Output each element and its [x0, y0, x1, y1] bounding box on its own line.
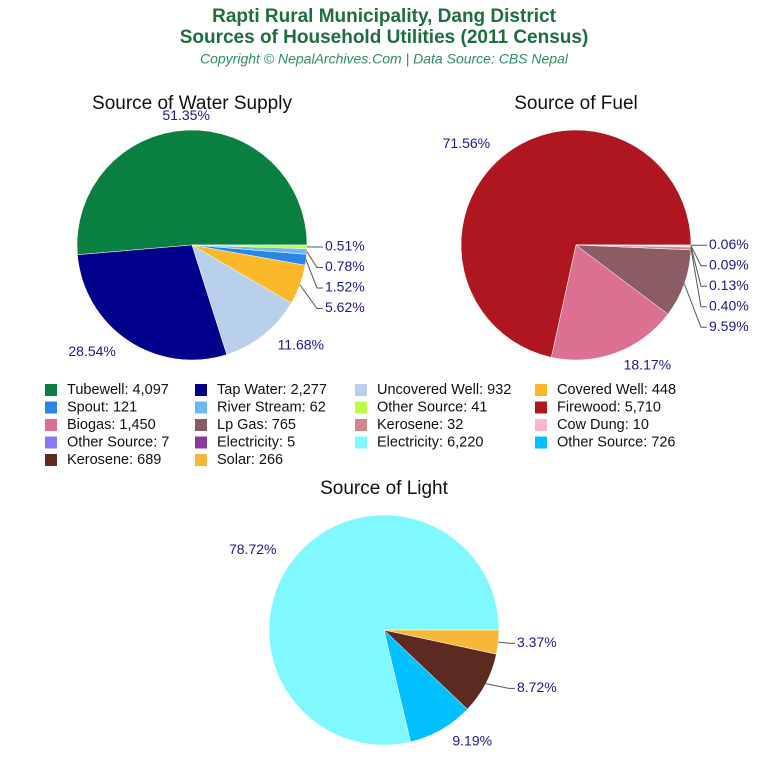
- leader-line: [690, 246, 707, 287]
- legend-swatch: [535, 436, 547, 449]
- leader-line: [306, 251, 323, 269]
- legend-swatch: [45, 384, 57, 396]
- percent-label: 0.40%: [709, 297, 749, 313]
- legend-swatch: [535, 384, 547, 396]
- leader-line: [683, 283, 707, 328]
- pie-slice: [76, 129, 308, 256]
- legend-swatch: [535, 401, 547, 414]
- legend-label: Spout: 121: [67, 399, 137, 415]
- legend-label: River Stream: 62: [217, 399, 326, 415]
- percent-label: 9.19%: [452, 732, 492, 748]
- percent-label: 0.51%: [325, 238, 365, 254]
- legend-label: Uncovered Well: 932: [377, 382, 511, 398]
- legend-swatch: [45, 401, 57, 414]
- legend-label: Electricity: 6,220: [377, 434, 483, 450]
- pie-title: Source of Water Supply: [92, 93, 292, 114]
- legend-label: Biogas: 1,450: [67, 417, 156, 433]
- title-line: Rapti Rural Municipality, Dang District: [212, 6, 556, 27]
- pie-slice: [551, 244, 669, 361]
- pie-title: Source of Fuel: [514, 93, 638, 114]
- percent-label: 9.59%: [709, 318, 749, 334]
- percent-label: 1.52%: [325, 279, 365, 295]
- legend-label: Kerosene: 689: [67, 452, 161, 468]
- pie-slice: [191, 244, 308, 249]
- leader-line: [498, 641, 515, 644]
- legend-swatch: [45, 419, 57, 431]
- percent-label: 0.78%: [325, 258, 365, 274]
- leader-line: [690, 248, 707, 308]
- legend-swatch: [355, 401, 367, 414]
- legend-label: Other Source: 726: [557, 434, 676, 450]
- legend-label: Other Source: 41: [377, 399, 487, 415]
- subtitle: Copyright © NepalArchives.Com | Data Sou…: [200, 51, 569, 67]
- legend-swatch: [355, 419, 367, 431]
- legend-label: Cow Dung: 10: [557, 417, 649, 433]
- legend-swatch: [195, 384, 207, 396]
- percent-label: 11.68%: [278, 336, 324, 352]
- percent-label: 8.72%: [517, 679, 557, 695]
- legend-swatch: [355, 384, 367, 396]
- leader-line: [299, 284, 323, 310]
- legend-swatch: [195, 454, 207, 466]
- legend-label: Covered Well: 448: [557, 382, 676, 398]
- percent-label: 78.72%: [229, 541, 276, 557]
- legend-swatch: [195, 436, 207, 449]
- leader-line: [690, 245, 707, 267]
- legend-swatch: [195, 419, 207, 431]
- pie-slice: [460, 129, 692, 358]
- legend-label: Tap Water: 2,277: [217, 382, 327, 398]
- legend-swatch: [45, 436, 57, 449]
- legend-label: Other Source: 7: [67, 434, 169, 450]
- legend-swatch: [535, 419, 547, 431]
- percent-label: 0.06%: [709, 236, 749, 252]
- legend-label: Electricity: 5: [217, 434, 295, 450]
- leader-line: [305, 259, 323, 289]
- legend-swatch: [195, 401, 207, 414]
- legend-swatch: [355, 436, 367, 449]
- leader-line: [485, 683, 515, 689]
- percent-label: 28.54%: [68, 343, 115, 359]
- legend-swatch: [45, 454, 57, 466]
- percent-label: 51.35%: [162, 107, 209, 123]
- percent-label: 0.09%: [709, 256, 749, 272]
- percent-label: 5.62%: [325, 299, 365, 315]
- legend-label: Kerosene: 32: [377, 417, 463, 433]
- percent-label: 0.13%: [709, 277, 749, 293]
- pie-slice: [268, 514, 500, 746]
- legend-label: Firewood: 5,710: [557, 399, 661, 415]
- title-line: Sources of Household Utilities (2011 Cen…: [180, 27, 589, 48]
- legend-label: Solar: 266: [217, 452, 283, 468]
- pie-title: Source of Light: [320, 478, 449, 499]
- legend-label: Lp Gas: 765: [217, 417, 296, 433]
- legend-label: Tubewell: 4,097: [67, 382, 169, 398]
- percent-label: 3.37%: [517, 634, 557, 650]
- pie-slice: [77, 244, 228, 361]
- pie-slice: [191, 244, 292, 355]
- percent-label: 71.56%: [443, 135, 490, 151]
- percent-label: 18.17%: [624, 357, 671, 373]
